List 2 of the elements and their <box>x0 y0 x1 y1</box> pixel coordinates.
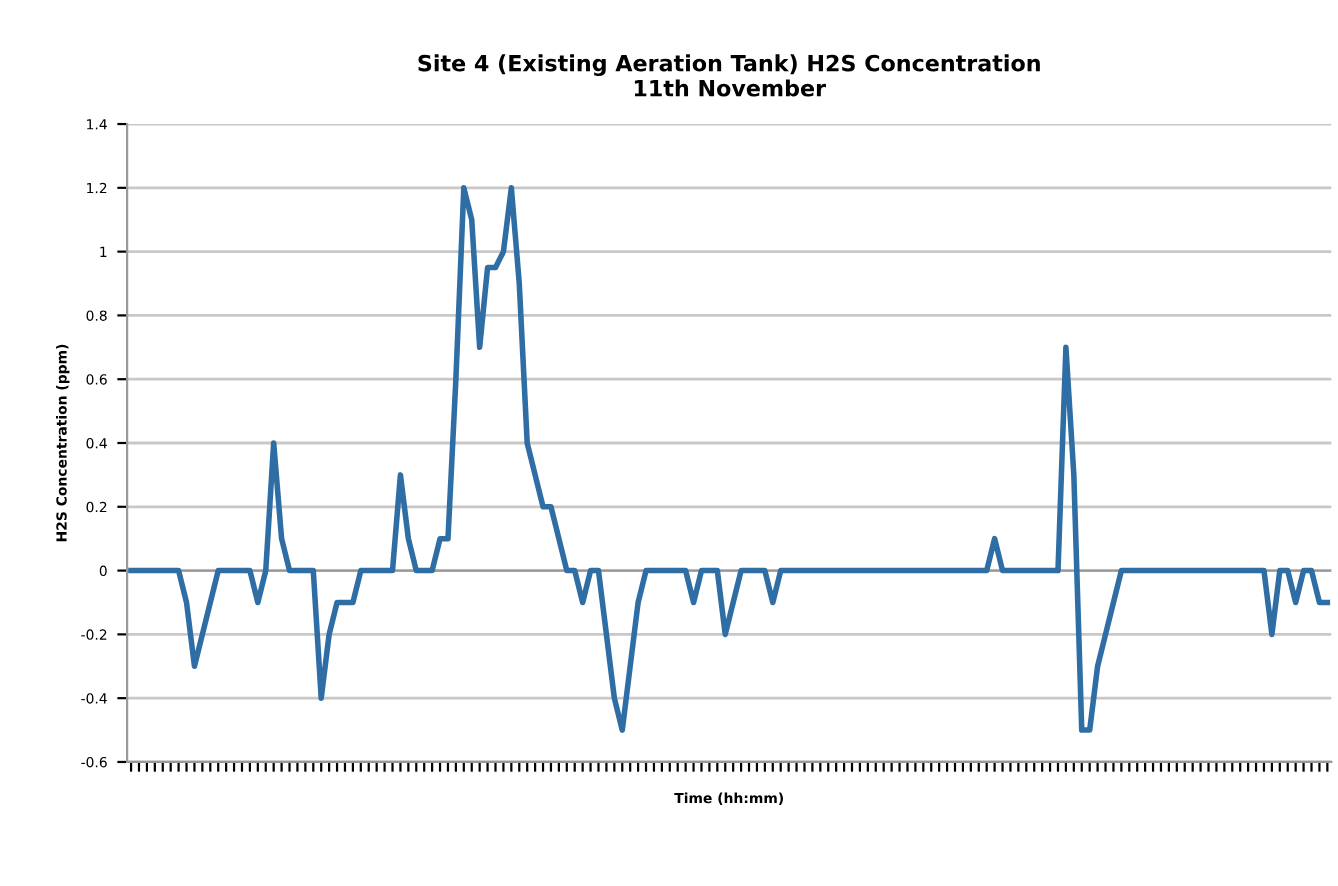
line-series <box>128 185 1331 733</box>
chart-title: Site 4 (Existing Aeration Tank) H2S Concentration 11th November <box>418 54 1040 97</box>
